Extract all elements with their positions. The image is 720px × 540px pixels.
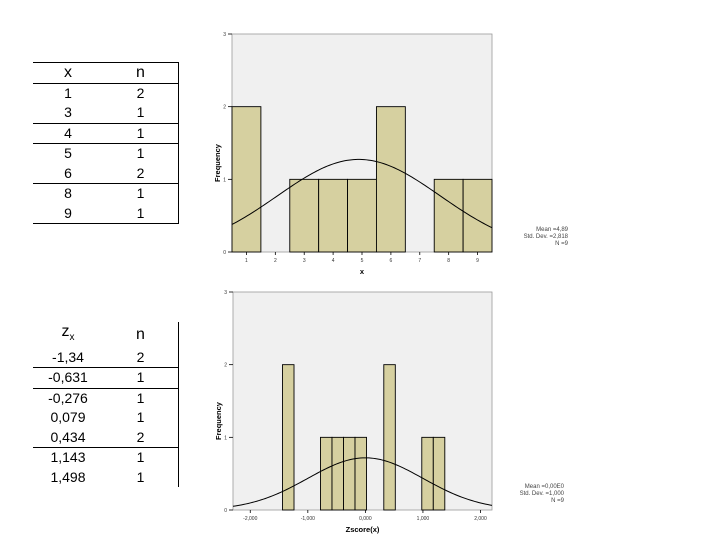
table-cell: 1	[33, 82, 103, 103]
x-tick-label: 4	[332, 258, 335, 264]
histogram-bar	[282, 364, 295, 511]
table-cell: 4	[33, 122, 103, 144]
table-cell: 8	[33, 183, 103, 204]
table-cell: 1	[103, 467, 179, 488]
chart2-stats: Mean =0,00E0 Std. Dev. =1,000 N =9	[496, 484, 564, 505]
table-header-x: x	[33, 62, 103, 83]
table-cell: 1	[103, 447, 179, 468]
histogram-bar	[343, 436, 356, 511]
table-header-n: n	[103, 322, 179, 348]
table-cell: 1	[103, 367, 179, 389]
y-axis-label: Frequency	[214, 401, 223, 440]
table-cell: 1	[103, 122, 179, 144]
y-tick-label: 2	[223, 105, 226, 111]
histogram-bar	[318, 178, 349, 253]
table-header-n: n	[103, 62, 179, 83]
y-axis-label: Frequency	[213, 143, 222, 182]
x-tick-label: 1	[245, 258, 248, 264]
stat-std: Std. Dev. =2,818	[523, 234, 568, 240]
table-cell: 1	[103, 143, 179, 164]
y-tick-label: 0	[223, 250, 226, 256]
x-tick-label: 0,000	[359, 516, 372, 522]
histogram-bar	[331, 436, 344, 511]
histogram-bar	[433, 178, 464, 253]
x-tick-label: 9	[476, 258, 479, 264]
histogram-bar	[421, 436, 434, 511]
stat-n: N =9	[551, 498, 564, 504]
x-axis-label: Zscore(x)	[346, 525, 380, 534]
table-cell: 3	[64, 104, 72, 120]
y-tick-label: 0	[224, 508, 227, 514]
x-tick-label: 8	[447, 258, 450, 264]
x-tick-label: 2,000	[474, 516, 487, 522]
y-tick-label: 1	[224, 435, 227, 441]
y-tick-label: 3	[224, 290, 227, 296]
histogram-bar	[320, 436, 333, 511]
table-cell: 1	[103, 103, 179, 123]
x-axis-label: x	[360, 267, 365, 276]
histogram-bar	[347, 178, 377, 253]
histogram-bar	[462, 178, 493, 253]
histogram-bar	[354, 436, 367, 511]
table-header-zx: zx	[61, 323, 75, 344]
histogram-bar	[432, 436, 446, 511]
x-tick-label: 6	[389, 258, 392, 264]
y-tick-label: 3	[223, 32, 226, 38]
x-tick-label: 5	[361, 258, 364, 264]
x-tick-label: -2,000	[243, 516, 257, 522]
table-cell: 1	[103, 387, 179, 409]
y-tick-label: 2	[224, 363, 227, 369]
table-cell: 2	[103, 347, 179, 368]
stat-mean: Mean =4,89	[536, 227, 568, 233]
x-tick-label: -1,000	[301, 516, 315, 522]
table-cell: 1,143	[33, 447, 103, 468]
normal-curve	[231, 158, 493, 229]
table-cell: 0,434	[50, 428, 86, 445]
histogram-bar	[231, 106, 262, 253]
table-cell: 9	[33, 203, 103, 224]
x-tick-label: 3	[303, 258, 306, 264]
table-cell: 2	[103, 163, 179, 184]
histogram-bar	[289, 178, 320, 253]
table-cell: -0,276	[33, 387, 103, 409]
table-cell: 2	[103, 82, 179, 103]
histogram-bar	[383, 364, 396, 511]
table-cell: 6	[64, 164, 72, 181]
table-cell: -1,34	[52, 348, 84, 365]
x-tick-label: 2	[274, 258, 277, 264]
table-cell: 1	[103, 183, 179, 204]
stat-std: Std. Dev. =1,000	[519, 491, 564, 497]
chart1-stats: Mean =4,89 Std. Dev. =2,818 N =9	[500, 227, 568, 248]
table-cell: 2	[103, 427, 179, 448]
stat-mean: Mean =0,00E0	[524, 484, 564, 490]
frequency-table-zscore: zx n -1,34 2 -0,631 1 -0,276 1 0,079 1 0,434…	[33, 322, 179, 488]
x-tick-label: 1,000	[417, 516, 430, 522]
x-tick-label: 7	[418, 258, 421, 264]
table-cell: -0,631	[33, 367, 103, 389]
table-cell: 1	[103, 408, 179, 428]
table-cell: 1	[103, 203, 179, 224]
stat-n: N =9	[555, 241, 568, 247]
histogram-bar	[375, 106, 406, 253]
y-tick-label: 1	[223, 177, 226, 183]
table-cell: 0,079	[50, 409, 86, 426]
normal-curve	[232, 457, 493, 507]
table-cell: 5	[33, 143, 103, 164]
table-cell: 1,498	[50, 468, 86, 485]
